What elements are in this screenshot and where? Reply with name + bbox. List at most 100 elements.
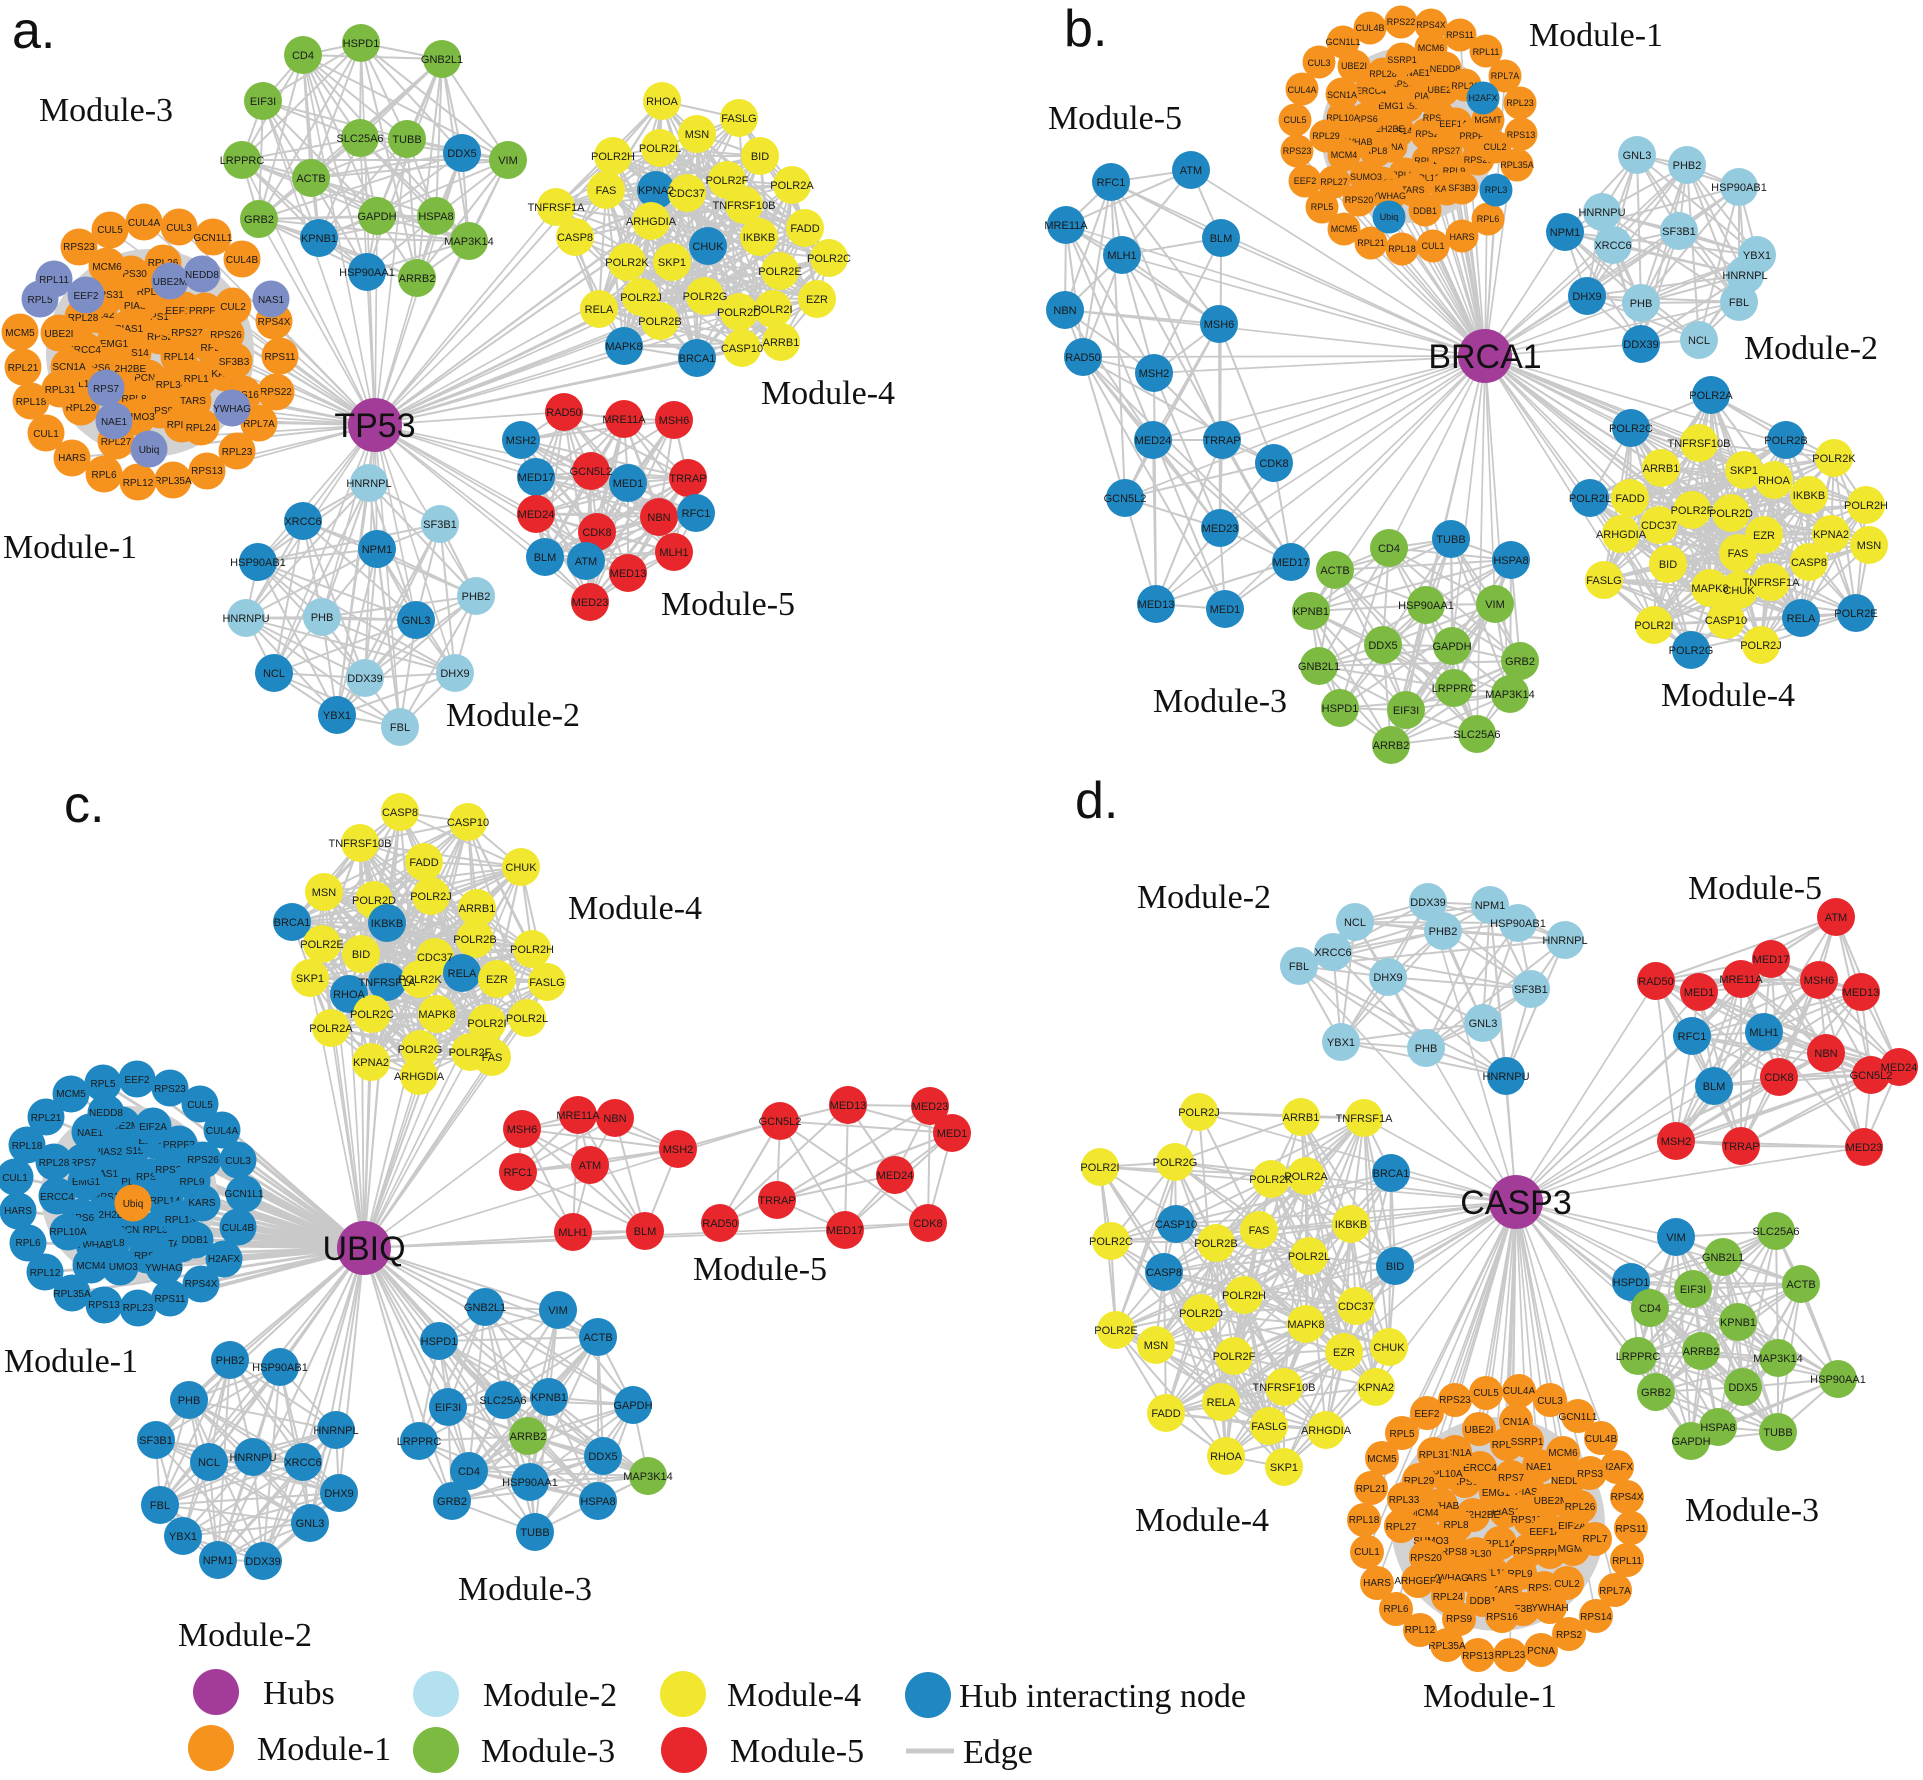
svg-text:DHX9: DHX9 xyxy=(324,1488,353,1500)
svg-text:Module-2: Module-2 xyxy=(446,697,580,734)
svg-text:RPS20: RPS20 xyxy=(1345,195,1374,205)
svg-text:MGMT: MGMT xyxy=(1558,1544,1589,1555)
svg-text:RPL35A: RPL35A xyxy=(154,476,192,487)
svg-text:MED1: MED1 xyxy=(1210,604,1241,616)
svg-text:MAP3K14: MAP3K14 xyxy=(1485,689,1535,701)
svg-text:RAD50: RAD50 xyxy=(1065,352,1100,364)
svg-text:RPS27: RPS27 xyxy=(171,328,203,339)
svg-text:POLR2J: POLR2J xyxy=(1740,640,1782,652)
svg-text:Module-1: Module-1 xyxy=(1529,17,1663,54)
svg-text:CUL2: CUL2 xyxy=(1483,142,1506,152)
svg-text:RPS26: RPS26 xyxy=(187,1155,219,1166)
svg-text:CHUK: CHUK xyxy=(1723,585,1755,597)
svg-text:RPL12: RPL12 xyxy=(1405,1625,1436,1636)
svg-text:HARS: HARS xyxy=(1449,232,1474,242)
svg-text:MED24: MED24 xyxy=(518,509,555,521)
svg-text:RPL28: RPL28 xyxy=(68,313,99,324)
svg-text:Module-2: Module-2 xyxy=(178,1617,312,1654)
svg-text:RELA: RELA xyxy=(1787,613,1816,625)
svg-text:RPL31: RPL31 xyxy=(45,385,76,396)
svg-text:NBN: NBN xyxy=(1814,1048,1837,1060)
svg-text:HSP90AA1: HSP90AA1 xyxy=(1398,600,1454,612)
svg-text:NCL: NCL xyxy=(263,668,285,680)
svg-text:RPS14: RPS14 xyxy=(117,348,149,359)
svg-text:EZR: EZR xyxy=(1753,530,1775,542)
svg-text:HIST2H2BE: HIST2H2BE xyxy=(1355,124,1404,134)
svg-text:GCN5L2: GCN5L2 xyxy=(570,466,613,478)
svg-text:NEDD8: NEDD8 xyxy=(185,270,219,281)
svg-text:PRPF3: PRPF3 xyxy=(1459,131,1488,141)
svg-text:DDX39: DDX39 xyxy=(245,1556,280,1568)
svg-text:RELA: RELA xyxy=(585,304,614,316)
svg-text:NBN: NBN xyxy=(647,512,670,524)
svg-text:RPL29: RPL29 xyxy=(1404,1476,1435,1487)
svg-text:TUBB: TUBB xyxy=(520,1527,549,1539)
svg-text:RPL14: RPL14 xyxy=(150,1196,181,1207)
svg-text:HSPD1: HSPD1 xyxy=(1322,703,1359,715)
svg-text:DHX9: DHX9 xyxy=(1373,972,1402,984)
svg-text:RPL21: RPL21 xyxy=(1357,238,1385,248)
svg-text:GNL3: GNL3 xyxy=(1469,1018,1498,1030)
svg-text:TUBB: TUBB xyxy=(1763,1427,1792,1439)
svg-text:RPL28: RPL28 xyxy=(1369,69,1397,79)
svg-text:POLR2K: POLR2K xyxy=(1812,453,1856,465)
svg-text:ARRB2: ARRB2 xyxy=(510,1431,547,1443)
svg-text:MSN: MSN xyxy=(1857,540,1882,552)
svg-text:NEDD8: NEDD8 xyxy=(89,1108,123,1119)
svg-text:RPL13: RPL13 xyxy=(1412,173,1440,183)
svg-text:RPL24: RPL24 xyxy=(1433,1592,1464,1603)
svg-text:PCNA: PCNA xyxy=(1527,1646,1555,1657)
svg-text:POLR2B: POLR2B xyxy=(638,316,681,328)
svg-text:POLR2I: POLR2I xyxy=(467,1018,506,1030)
svg-text:MCM5: MCM5 xyxy=(56,1089,86,1100)
svg-text:RPS7: RPS7 xyxy=(1390,79,1414,89)
svg-text:ATM: ATM xyxy=(1825,912,1847,924)
svg-text:PRPF3: PRPF3 xyxy=(189,306,222,317)
svg-text:MCM5: MCM5 xyxy=(1367,1454,1397,1465)
svg-text:PIAS2: PIAS2 xyxy=(1414,91,1440,101)
svg-text:KPNB1: KPNB1 xyxy=(531,1392,567,1404)
svg-text:RPS11: RPS11 xyxy=(1616,1524,1647,1535)
svg-text:PRPF3: PRPF3 xyxy=(163,1140,196,1151)
svg-text:CUL3: CUL3 xyxy=(166,223,192,234)
svg-text:ERCC4: ERCC4 xyxy=(67,345,101,356)
svg-text:RPL6: RPL6 xyxy=(91,470,116,481)
svg-text:Module-2: Module-2 xyxy=(483,1677,617,1714)
svg-text:ACTB: ACTB xyxy=(1320,565,1349,577)
svg-text:MSH2: MSH2 xyxy=(1139,368,1170,380)
svg-text:RPL8: RPL8 xyxy=(1365,146,1388,156)
svg-text:NAE1: NAE1 xyxy=(101,417,128,428)
svg-text:Edge: Edge xyxy=(963,1734,1033,1771)
svg-text:YWHAG: YWHAG xyxy=(213,404,251,415)
svg-text:DDX39: DDX39 xyxy=(1623,339,1658,351)
svg-text:HNRNPL: HNRNPL xyxy=(313,1425,358,1437)
svg-text:NPM1: NPM1 xyxy=(203,1555,234,1567)
svg-text:CHUK: CHUK xyxy=(1373,1342,1405,1354)
svg-text:VIM: VIM xyxy=(548,1305,568,1317)
svg-text:EMG1: EMG1 xyxy=(1482,1488,1511,1499)
svg-text:Module-3: Module-3 xyxy=(458,1571,592,1608)
svg-text:GAPDH: GAPDH xyxy=(613,1400,652,1412)
svg-text:DDX5: DDX5 xyxy=(588,1451,617,1463)
svg-text:TNFRSF1A: TNFRSF1A xyxy=(1336,1113,1394,1125)
svg-text:RPL13: RPL13 xyxy=(165,1215,196,1226)
svg-text:GCN1L1: GCN1L1 xyxy=(1559,1412,1598,1423)
svg-text:RPS30: RPS30 xyxy=(115,269,147,280)
svg-text:KARS: KARS xyxy=(188,1198,216,1209)
svg-text:MED1: MED1 xyxy=(937,1128,968,1140)
svg-text:FASLG: FASLG xyxy=(1586,575,1621,587)
svg-text:POLR2K: POLR2K xyxy=(398,974,442,986)
svg-text:Module-1: Module-1 xyxy=(4,1343,138,1380)
svg-text:RPL9: RPL9 xyxy=(1443,166,1466,176)
svg-text:FASLG: FASLG xyxy=(721,113,756,125)
svg-text:POLR2A: POLR2A xyxy=(1284,1171,1328,1183)
svg-text:BRCA1: BRCA1 xyxy=(679,353,716,365)
svg-text:NAS1: NAS1 xyxy=(258,295,285,306)
svg-text:ARRB1: ARRB1 xyxy=(459,903,496,915)
svg-text:RPL21: RPL21 xyxy=(8,363,39,374)
svg-text:RELA: RELA xyxy=(1207,1397,1236,1409)
svg-text:ACTB: ACTB xyxy=(1786,1279,1815,1291)
svg-text:NBN: NBN xyxy=(603,1113,626,1125)
svg-text:RFC1: RFC1 xyxy=(1678,1031,1707,1043)
svg-text:POLR2B: POLR2B xyxy=(453,934,496,946)
